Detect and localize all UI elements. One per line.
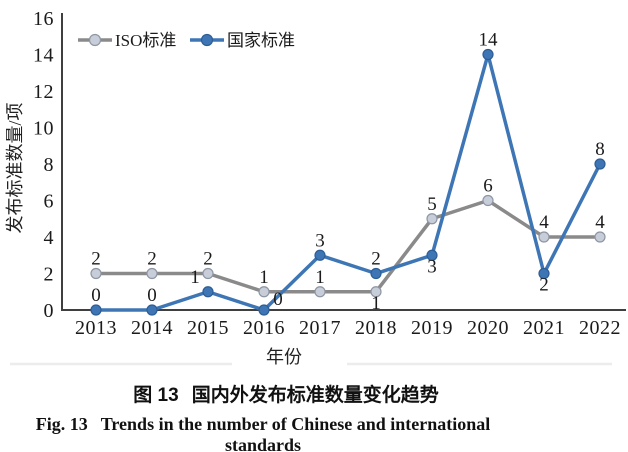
x-tick-label: 2018	[355, 317, 397, 339]
data-point-label: 2	[539, 275, 549, 296]
data-point-marker	[426, 213, 438, 225]
x-tick-label: 2016	[243, 317, 285, 339]
y-axis-title: 发布标准数量/项	[5, 102, 25, 233]
data-point-label: 2	[147, 249, 157, 270]
data-point-label: 3	[315, 230, 325, 251]
x-tick-label: 2020	[467, 317, 509, 339]
data-point-label: 8	[595, 139, 605, 160]
data-point-marker	[90, 267, 102, 280]
caption-chinese-number: 图 13	[133, 385, 179, 406]
data-point-marker	[594, 158, 606, 170]
y-tick-label: 10	[33, 118, 54, 140]
x-tick-label: 2015	[187, 317, 229, 339]
x-tick-label: 2021	[523, 317, 565, 339]
data-point-marker	[426, 249, 438, 261]
caption-english-number: Fig. 13	[35, 414, 88, 434]
x-tick-label: 2017	[299, 317, 341, 339]
legend-marker	[200, 33, 214, 47]
x-tick-label: 2013	[75, 317, 117, 339]
data-point-label: 2	[91, 249, 101, 270]
data-point-marker	[314, 249, 326, 261]
y-tick-label: 6	[44, 191, 55, 213]
data-point-label: 5	[427, 194, 437, 215]
data-point-marker	[258, 304, 270, 316]
y-tick-label: 4	[44, 227, 55, 249]
data-point-marker	[314, 286, 326, 298]
x-axis-title: 年份	[266, 347, 302, 367]
y-tick-label: 14	[33, 45, 54, 67]
data-point-marker	[538, 267, 550, 280]
data-point-label: 1	[259, 267, 269, 288]
caption-english-text: Trends in the number of Chinese and inte…	[100, 414, 491, 452]
data-point-marker	[202, 267, 214, 280]
data-point-label: 2	[203, 249, 213, 270]
data-point-marker	[202, 286, 214, 298]
data-point-marker	[538, 231, 550, 243]
data-point-label: 1	[315, 267, 325, 288]
caption-chinese-text: 国内外发布标准数量变化趋势	[191, 385, 439, 406]
data-point-marker	[482, 48, 494, 61]
data-point-marker	[258, 286, 270, 298]
y-tick-label: 12	[33, 81, 54, 103]
legend-marker	[88, 33, 102, 47]
data-point-label: 0	[91, 285, 101, 306]
legend-label: 国家标准	[227, 31, 295, 50]
series-line	[94, 52, 602, 312]
data-point-label: 0	[273, 289, 283, 310]
y-tick-label: 8	[44, 154, 55, 176]
y-tick-label: 2	[44, 264, 55, 286]
data-point-label: 14	[479, 30, 499, 51]
data-point-marker	[594, 231, 606, 243]
caption-chinese: 图 13 国内外发布标准数量变化趋势	[0, 380, 572, 407]
y-tick-label: 0	[44, 300, 55, 322]
legend-label: ISO标准	[115, 31, 176, 50]
data-point-marker	[146, 304, 158, 316]
series-line	[94, 198, 602, 294]
data-point-marker	[90, 304, 102, 316]
data-point-marker	[370, 267, 382, 280]
data-point-marker	[370, 286, 382, 298]
data-point-label: 4	[539, 212, 549, 233]
x-tick-label: 2019	[411, 317, 453, 339]
data-point-label: 4	[595, 212, 605, 233]
data-point-label: 2	[371, 249, 381, 270]
x-tick-label: 2022	[579, 317, 621, 339]
data-point-label: 3	[427, 256, 437, 277]
data-point-label: 1	[371, 293, 381, 314]
x-tick-label: 2014	[131, 317, 173, 339]
data-point-label: 0	[147, 285, 157, 306]
data-point-label: 6	[483, 176, 493, 197]
data-point-marker	[146, 267, 158, 280]
caption-english: Fig. 13 Trends in the number of Chinese a…	[0, 414, 526, 452]
data-point-marker	[482, 194, 494, 207]
data-point-label: 1	[190, 267, 200, 288]
y-tick-label: 16	[33, 8, 54, 30]
